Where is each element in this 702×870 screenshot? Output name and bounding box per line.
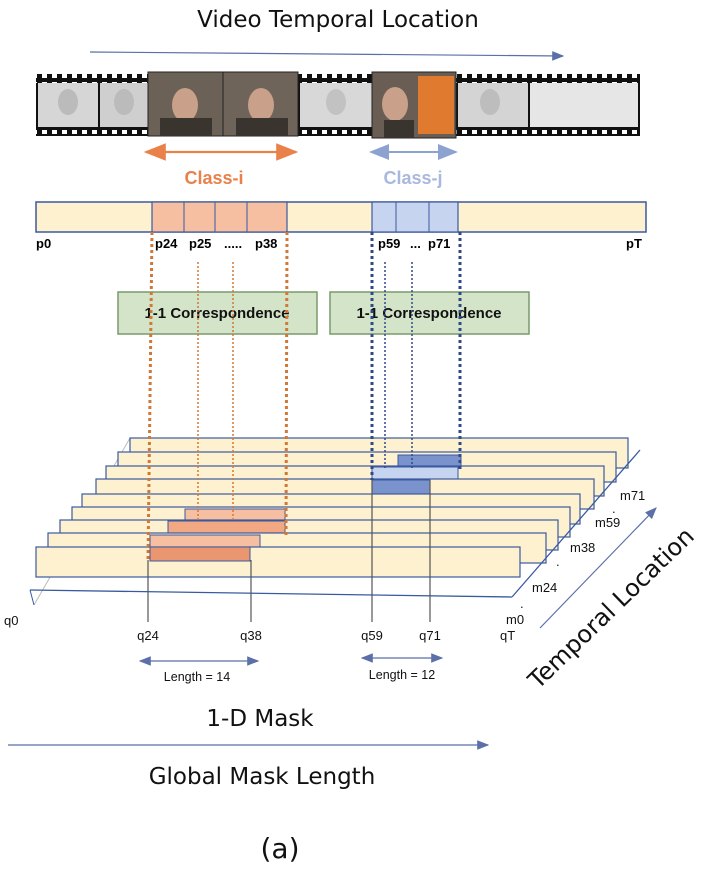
q0-label: q0 <box>4 613 18 628</box>
correspondence-lines <box>146 231 462 561</box>
caption: (a) <box>260 832 299 865</box>
pT-label: pT <box>626 236 642 251</box>
correspondence-box-left <box>117 291 318 335</box>
p0-label: p0 <box>36 236 51 251</box>
m71-label: m71 <box>620 488 645 503</box>
correspondence-label-left: 1-1 Correspondence <box>144 305 289 322</box>
p-bar <box>35 201 647 233</box>
length-j-label: Length = 12 <box>369 668 435 682</box>
class-j-label: Class-j <box>383 168 442 188</box>
p25-label: p25 <box>189 236 211 251</box>
p24-label: p24 <box>155 236 178 251</box>
m38-label: m38 <box>570 540 595 555</box>
m-dots-c: . <box>520 596 524 611</box>
p-dots-2: ... <box>410 236 421 251</box>
qT-label: qT <box>500 628 515 643</box>
film-strip <box>36 71 640 139</box>
global-mask-length-label: Global Mask Length <box>149 764 376 790</box>
temporal-location-arrow <box>539 507 657 629</box>
p59-label: p59 <box>378 236 400 251</box>
m-dots-b: . <box>556 554 560 569</box>
q38-label: q38 <box>240 628 262 643</box>
mask-stack <box>29 437 641 606</box>
p-dots-1: ..... <box>224 236 242 251</box>
q24-label: q24 <box>137 628 159 643</box>
m0-label: m0 <box>506 612 524 627</box>
class-i-label: Class-i <box>184 168 243 188</box>
p71-label: p71 <box>428 236 450 251</box>
title-arrow <box>89 51 565 61</box>
p38-label: p38 <box>255 236 277 251</box>
title: Video Temporal Location <box>197 7 479 33</box>
m59-label: m59 <box>595 515 620 530</box>
m24-label: m24 <box>532 580 557 595</box>
correspondence-box-right <box>329 291 530 335</box>
q71-label: q71 <box>419 628 441 643</box>
correspondence-label-right: 1-1 Correspondence <box>356 305 501 322</box>
m-dots-a: . <box>612 501 616 516</box>
q-drop-lines <box>147 480 431 622</box>
length-i-label: Length = 14 <box>164 670 230 684</box>
mask-label: 1-D Mask <box>206 706 314 732</box>
q59-label: q59 <box>361 628 383 643</box>
